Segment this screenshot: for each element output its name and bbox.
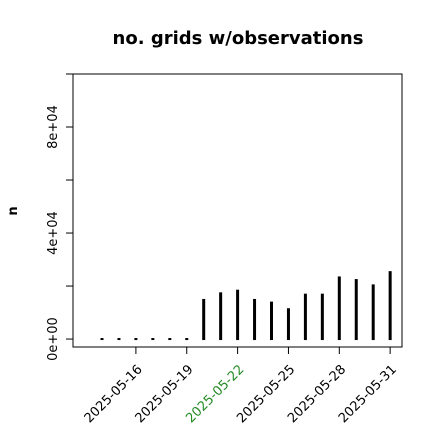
bar bbox=[236, 289, 240, 341]
bar bbox=[337, 276, 341, 341]
bar bbox=[100, 338, 104, 341]
bar bbox=[270, 301, 273, 341]
bar bbox=[354, 279, 358, 341]
bar bbox=[253, 298, 257, 341]
bar bbox=[320, 293, 324, 341]
y-tick-label: 4e+04 bbox=[46, 211, 61, 255]
bar bbox=[185, 338, 189, 341]
bar bbox=[388, 271, 392, 341]
y-axis-label: n bbox=[6, 206, 21, 215]
bar bbox=[168, 338, 172, 341]
bar bbox=[117, 338, 121, 341]
bar bbox=[371, 284, 375, 341]
y-axis: 0e+00 4e+04 8e+04 bbox=[46, 73, 73, 361]
bar bbox=[286, 308, 290, 341]
y-tick-label: 8e+04 bbox=[46, 105, 61, 149]
y-tick-label: 0e+00 bbox=[46, 317, 61, 361]
bar bbox=[151, 338, 155, 341]
bar bbox=[303, 293, 307, 341]
bar bbox=[202, 298, 206, 341]
bar bbox=[134, 338, 138, 341]
x-axis: 2025-05-162025-05-192025-05-222025-05-25… bbox=[82, 347, 400, 426]
chart-title: no. grids w/observations bbox=[113, 28, 364, 49]
bar bbox=[219, 292, 223, 341]
bars bbox=[100, 271, 392, 341]
